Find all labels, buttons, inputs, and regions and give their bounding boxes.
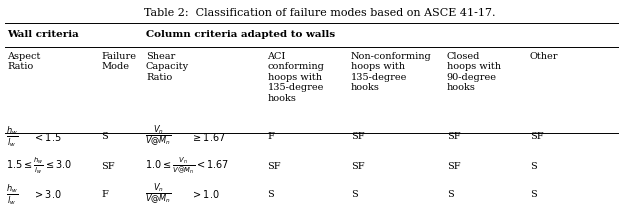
Text: S: S: [530, 190, 537, 199]
Text: SF: SF: [101, 161, 115, 171]
Text: ACI
conforming
hoops with
135-degree
hooks: ACI conforming hoops with 135-degree hoo…: [268, 52, 324, 103]
Text: SF: SF: [351, 161, 364, 171]
Text: S: S: [447, 190, 454, 199]
Text: Other: Other: [530, 52, 559, 61]
Text: $> 1.0$: $> 1.0$: [191, 188, 220, 200]
Text: Shear
Capacity
Ratio: Shear Capacity Ratio: [146, 52, 189, 82]
Text: F: F: [268, 132, 275, 141]
Text: Closed
hoops with
90-degree
hooks: Closed hoops with 90-degree hooks: [447, 52, 500, 92]
Text: $1.0 \leq \frac{V_n}{V@M_n} < 1.67$: $1.0 \leq \frac{V_n}{V@M_n} < 1.67$: [145, 156, 229, 176]
Text: $1.5 \leq \frac{h_w}{l_w} \leq 3.0$: $1.5 \leq \frac{h_w}{l_w} \leq 3.0$: [6, 156, 72, 176]
Text: SF: SF: [447, 161, 460, 171]
Text: Aspect
Ratio: Aspect Ratio: [7, 52, 40, 71]
Text: $< 1.5$: $< 1.5$: [33, 131, 62, 143]
Text: $\geq 1.67$: $\geq 1.67$: [191, 131, 226, 143]
Text: S: S: [351, 190, 358, 199]
Text: $\frac{h_w}{l_w}$: $\frac{h_w}{l_w}$: [6, 182, 19, 207]
Text: $\frac{h_w}{l_w}$: $\frac{h_w}{l_w}$: [6, 124, 19, 149]
Text: F: F: [101, 190, 108, 199]
Text: Column criteria adapted to walls: Column criteria adapted to walls: [146, 30, 335, 39]
Text: Table 2:  Classification of failure modes based on ASCE 41-17.: Table 2: Classification of failure modes…: [144, 8, 496, 18]
Text: SF: SF: [268, 161, 281, 171]
Text: S: S: [530, 161, 537, 171]
Text: S: S: [101, 132, 108, 141]
Text: Failure
Mode: Failure Mode: [101, 52, 136, 71]
Text: SF: SF: [351, 132, 364, 141]
Text: SF: SF: [447, 132, 460, 141]
Text: $\frac{V_n}{V@M_n}$: $\frac{V_n}{V@M_n}$: [145, 124, 172, 150]
Text: Wall criteria: Wall criteria: [7, 30, 79, 39]
Text: $\frac{V_n}{V@M_n}$: $\frac{V_n}{V@M_n}$: [145, 181, 172, 207]
Text: S: S: [268, 190, 275, 199]
Text: Non-conforming
hoops with
135-degree
hooks: Non-conforming hoops with 135-degree hoo…: [351, 52, 431, 92]
Text: SF: SF: [530, 132, 543, 141]
Text: $> 3.0$: $> 3.0$: [33, 188, 62, 200]
